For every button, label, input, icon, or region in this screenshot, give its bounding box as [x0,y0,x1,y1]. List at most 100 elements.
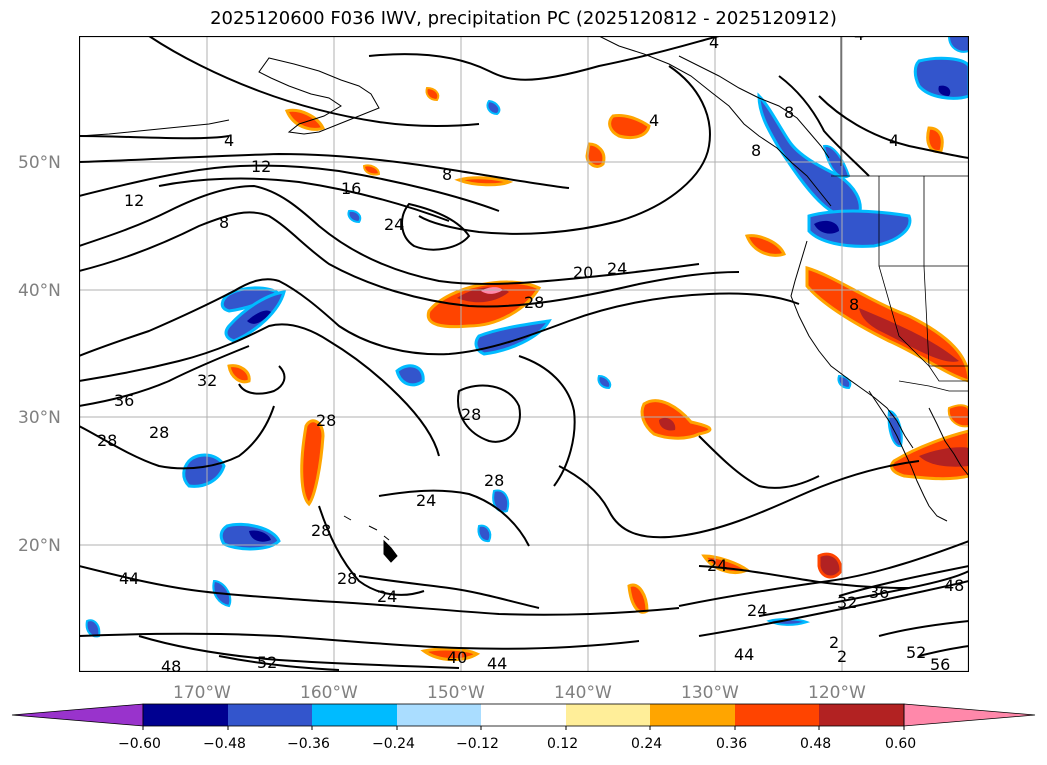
precip-positive-area [926,126,944,154]
colorbar: −0.60 −0.48 −0.36 −0.24 −0.12 0.12 0.24 … [11,703,1036,752]
map-frame [79,36,969,672]
contour-label: 24 [416,491,436,510]
contour-4 [368,36,720,81]
map-panel: 4 4 4 4 4 8 8 8 8 8 12 12 16 20 24 24 24… [79,36,969,672]
contour-36 [79,345,250,407]
contour-56 [918,645,969,657]
contour-label: 28 [524,293,544,312]
contour-label: 44 [487,654,507,672]
colorbar-tick-label: 0.12 [547,736,578,752]
aleutian-islands [79,119,230,137]
contour-32 [678,540,969,607]
contour-label: 2 [837,647,847,666]
colorbar-tick-label: 0.60 [885,736,916,752]
contour-48 [838,565,969,597]
baja-california [868,390,948,522]
colorbar-tick-label: −0.12 [456,736,499,752]
precip-negative-area [837,374,852,390]
colorbar-tick-label: 0.48 [800,736,831,752]
map-canvas: 4 4 4 4 4 8 8 8 8 8 12 12 16 20 24 24 24… [79,36,969,672]
bc-coast [678,55,830,159]
precip-negative-area [182,453,226,488]
contour-label: 48 [161,657,181,672]
contour-28 [457,384,521,443]
contour-label: 4 [224,131,234,150]
contour-label: 28 [337,569,357,588]
precip-negative-core [249,530,271,542]
colorbar-tick-label: −0.24 [372,736,415,752]
contour-28 [318,505,425,596]
contour-label: 8 [751,141,761,160]
contour-8 [79,152,570,189]
contour-label: 4 [854,36,864,44]
colorbar-segment [650,704,735,726]
colorbar-tick-label: 0.36 [716,736,747,752]
mexico-coast [928,407,969,477]
contour-36 [758,570,969,617]
contour-label: 36 [114,391,134,410]
gridlines [79,36,969,672]
contour-label: 28 [484,471,504,490]
contour-label: 4 [649,111,659,130]
colorbar-extend-high [903,703,1036,727]
contour-28 [558,460,920,539]
precip-negative-core [938,85,951,96]
colorbar-extend-low [11,703,144,727]
hawaii-big-island [383,539,398,563]
contour-20 [698,435,820,489]
contour-label: 28 [316,411,336,430]
contour-label: 28 [97,431,117,450]
precip-positive-area [227,364,251,384]
colorbar-segment [312,704,397,726]
political-borders [831,36,969,392]
contour-label: 52 [906,643,926,662]
precip-positive-area [744,234,786,257]
contour-label: 4 [889,131,899,150]
precip-negative-area [492,489,510,513]
lon-label-170w: 170°W [173,683,231,703]
precip-negative-core [247,310,271,324]
colorbar-segment [819,704,904,726]
precip-positive-core [659,417,676,431]
contour-label: 8 [219,213,229,232]
contour-24 [378,489,530,547]
precip-positive-area [362,164,381,176]
hawaii-islands [343,515,390,541]
contour-label: 48 [944,576,964,595]
contour-label: 24 [607,259,627,278]
contour-40 [79,632,640,650]
precip-negative-area [219,522,281,551]
contour-label: 32 [837,593,857,612]
lon-label-120w: 120°W [808,683,866,703]
lat-label-30n: 30°N [18,408,61,428]
colorbar-segment [566,704,650,726]
colorbar-segment [143,704,228,726]
precip-negative-area [486,99,501,116]
contour-label: 8 [849,295,859,314]
precip-positive-area [640,399,712,440]
colorbar-segment [228,704,312,726]
chart-title: 2025120600 F036 IWV, precipitation PC (2… [210,8,837,29]
colorbar-segment [735,704,819,726]
contour-label: 2 [829,633,839,652]
precip-negative-area [395,364,425,387]
contour-label: 40 [447,648,467,667]
contour-12 [79,164,500,212]
precip-positive-area [947,404,969,428]
precip-positive-area [454,176,514,187]
contour-4 [148,36,480,127]
contour-28 [79,278,800,357]
contour-20 [79,184,700,285]
precip-positive-area [300,419,325,507]
contour-label: 12 [251,157,271,176]
contour-32 [79,323,440,457]
colorbar-tick-label: −0.36 [287,736,330,752]
contour-label: 8 [784,103,794,122]
precip-negative-area [477,524,492,543]
precip-negative-area [347,209,362,224]
contour-label: 56 [930,655,950,672]
contour-24 [79,211,740,308]
colorbar-segment [481,704,566,726]
contour-24 [518,355,576,487]
colorbar-segment [397,704,481,726]
